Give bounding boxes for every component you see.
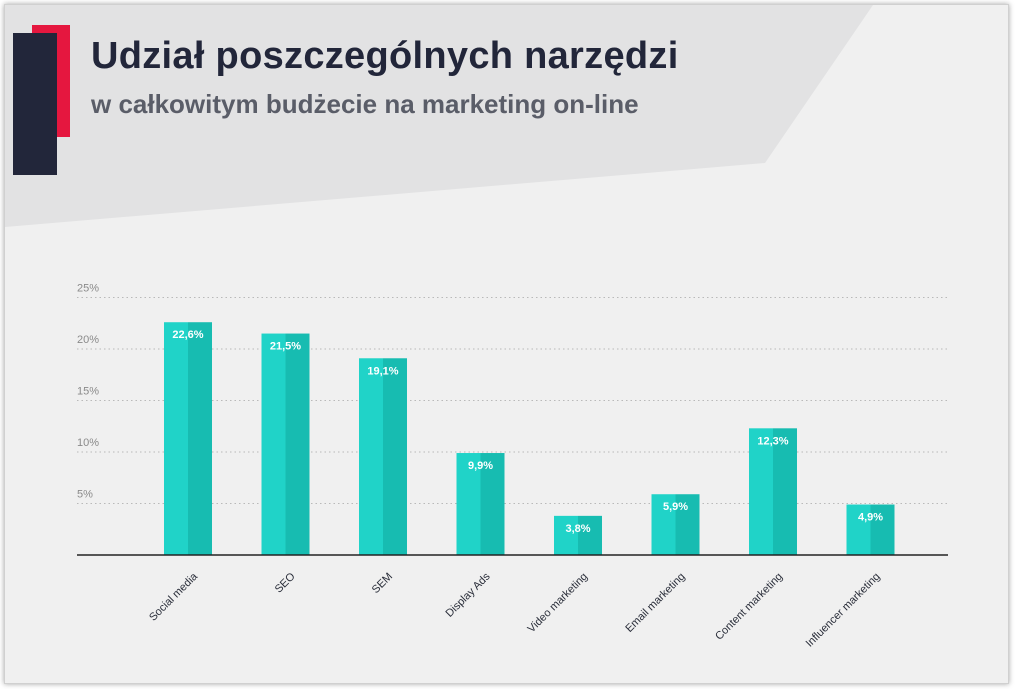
- x-category-label: Social media: [147, 570, 201, 624]
- bar-shade: [188, 322, 212, 555]
- bar-shade: [773, 428, 797, 555]
- page-subtitle: w całkowitym budżecie na marketing on-li…: [91, 89, 639, 119]
- bar-value-label: 21,5%: [270, 341, 301, 353]
- y-tick-label: 20%: [77, 334, 99, 346]
- bar: [651, 494, 676, 555]
- x-category-label: Influencer marketing: [804, 571, 883, 650]
- bar-shade: [578, 515, 602, 555]
- bar-shade: [285, 333, 310, 555]
- bar-value-label: 22,6%: [172, 329, 203, 341]
- bar: [164, 322, 188, 555]
- header-background: [5, 5, 873, 227]
- x-category-label: Content marketing: [713, 571, 785, 643]
- bar-value-label: 4,9%: [858, 512, 883, 524]
- bar: [749, 428, 773, 555]
- bar: [261, 333, 286, 555]
- bar-value-label: 5,9%: [663, 501, 688, 513]
- y-tick-label: 5%: [77, 489, 93, 501]
- header-light-band: [5, 5, 873, 227]
- accent-dark-block: [13, 33, 57, 175]
- bar-value-label: 12,3%: [757, 435, 788, 447]
- page-title: Udział poszczególnych narzędzi: [91, 35, 679, 77]
- x-category-label: SEM: [370, 571, 395, 596]
- bar-shade: [870, 504, 895, 555]
- bar-value-label: 19,1%: [367, 365, 398, 377]
- x-category-label: Video marketing: [526, 571, 591, 636]
- infographic-frame: Udział poszczególnych narzędzi w całkowi…: [4, 4, 1009, 684]
- bar-shade: [480, 453, 505, 555]
- x-category-label: SEO: [273, 570, 298, 595]
- bar: [846, 504, 871, 555]
- y-tick-label: 10%: [77, 437, 99, 449]
- y-tick-label: 15%: [77, 386, 99, 398]
- bar-value-label: 9,9%: [468, 460, 493, 472]
- bar-shade: [675, 494, 700, 555]
- bar: [456, 453, 481, 555]
- x-category-label: Display Ads: [443, 570, 492, 619]
- bar-chart: 5% 10% 15% 20% 25% 22,6% Social media 21,5% SEO 1…: [77, 283, 948, 650]
- bar: [359, 358, 383, 555]
- bar-shade: [383, 358, 407, 555]
- x-category-label: Email marketing: [623, 571, 687, 635]
- bar-value-label: 3,8%: [565, 523, 590, 535]
- y-tick-label: 25%: [77, 283, 99, 295]
- bar: [554, 515, 578, 555]
